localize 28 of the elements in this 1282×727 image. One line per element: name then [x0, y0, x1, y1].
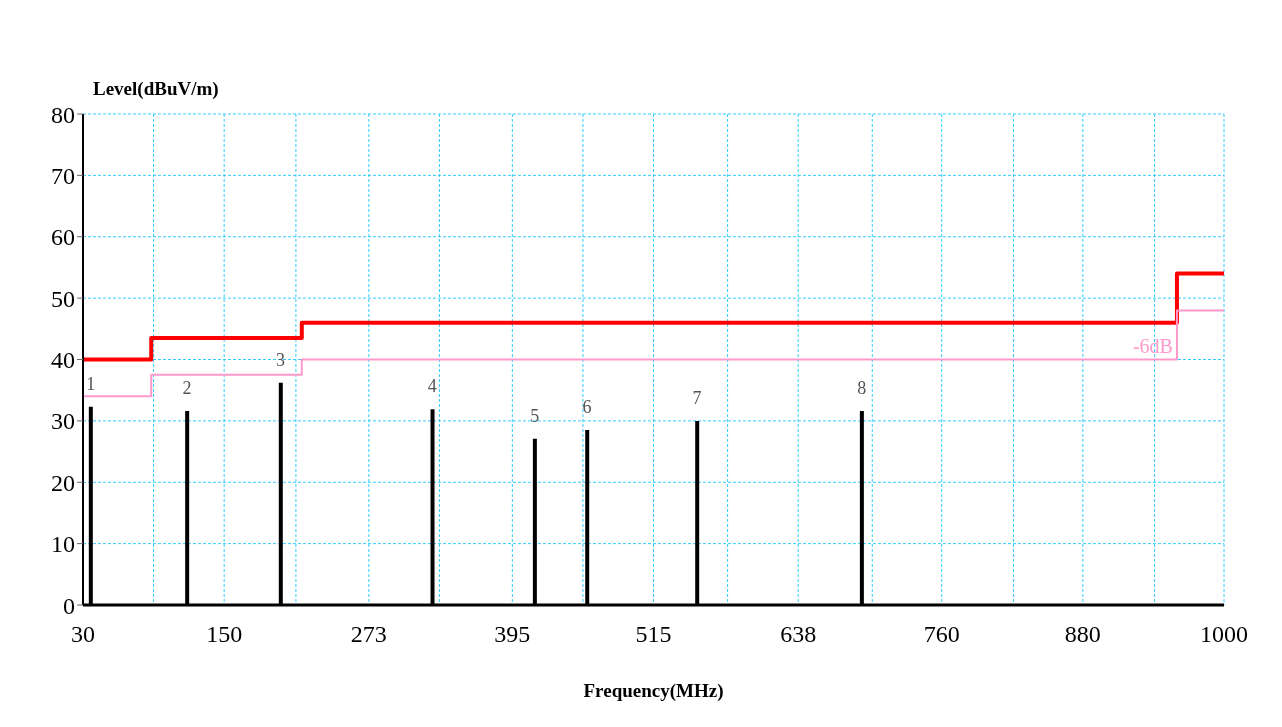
y-tick-label: 60: [51, 224, 75, 251]
annotation: 7: [692, 387, 702, 408]
y-tick-label: 30: [51, 408, 75, 435]
y-tick-label: 80: [51, 101, 75, 128]
annotation: 5: [530, 405, 540, 426]
x-tick-label: 515: [635, 621, 672, 648]
annotation: 1: [86, 373, 96, 394]
y-tick-label: 0: [63, 592, 75, 619]
y-axis-title: Level(dBuV/m): [93, 78, 219, 100]
x-tick-label: 150: [206, 621, 243, 648]
annotation: 4: [427, 376, 437, 397]
annotation: 8: [857, 378, 867, 399]
y-tick-label: 40: [51, 347, 75, 374]
y-tick-label: 70: [51, 162, 75, 189]
annotation: 6: [582, 397, 592, 418]
x-tick-label: 1000: [1200, 621, 1248, 648]
x-tick-label: 880: [1064, 621, 1101, 648]
x-tick-label: 760: [923, 621, 960, 648]
x-axis-title: Frequency(MHz): [582, 680, 725, 702]
annotation: 2: [182, 378, 192, 399]
x-tick-label: 638: [780, 621, 817, 648]
series-label: -6dB: [1132, 335, 1173, 358]
y-tick-label: 10: [51, 531, 75, 558]
x-tick-label: 273: [350, 621, 387, 648]
y-tick-label: 50: [51, 285, 75, 312]
x-tick-label: 30: [71, 621, 95, 648]
y-tick-label: 20: [51, 469, 75, 496]
x-tick-label: 395: [494, 621, 531, 648]
